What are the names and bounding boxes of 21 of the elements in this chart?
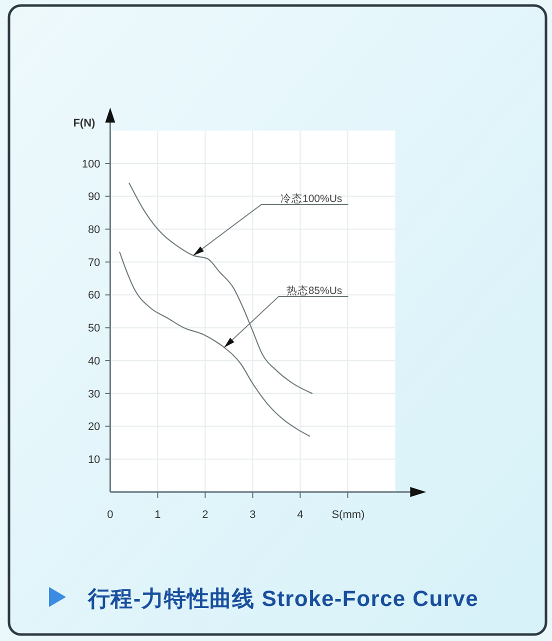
y-tick-label: 30 xyxy=(88,388,100,400)
x-tick-label: 4 xyxy=(297,508,304,521)
annotation: 热态85%Us xyxy=(286,284,342,297)
y-tick-label: 90 xyxy=(88,191,100,204)
y-tick-label: 70 xyxy=(88,256,100,269)
y-tick-label: 80 xyxy=(88,224,100,236)
y-axis-title: F(N) xyxy=(73,118,96,130)
x-tick-label: 1 xyxy=(154,508,161,521)
y-tick-label: 100 xyxy=(82,158,100,170)
line-series xyxy=(119,252,310,437)
annotation: 冷态100%Us xyxy=(280,192,342,205)
x-tick-label: 2 xyxy=(202,508,208,521)
x-tick-label: 0 xyxy=(107,508,114,521)
x-axis-title: S(mm) xyxy=(332,508,365,521)
y-tick-label: 50 xyxy=(88,322,100,335)
text: 行程-力特性曲线 Stroke-Force Curve xyxy=(87,586,479,611)
y-tick-label: 20 xyxy=(88,421,100,434)
y-tick-label: 10 xyxy=(88,454,100,466)
x-tick-label: 3 xyxy=(250,508,256,521)
y-tick-label: 40 xyxy=(88,355,100,368)
y-tick-label: 60 xyxy=(88,290,100,302)
